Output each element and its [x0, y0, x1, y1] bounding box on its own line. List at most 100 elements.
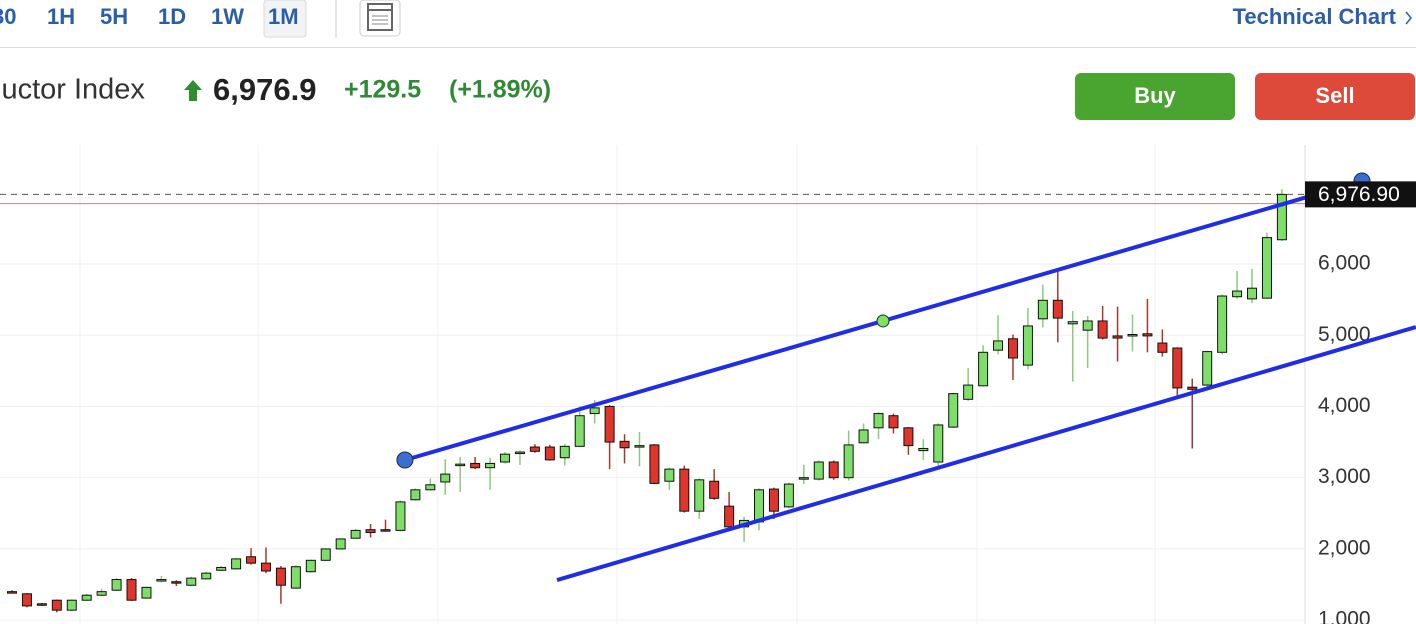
candle-body [619, 440, 630, 449]
y-tick-label: 6,000 [1318, 252, 1371, 275]
candle-body [320, 548, 331, 561]
candle-body [1157, 342, 1168, 353]
candle-body [305, 559, 316, 573]
candle-body [529, 446, 540, 452]
candle-body [275, 567, 286, 586]
candle-body [126, 579, 137, 601]
candle-body [246, 556, 257, 564]
candle-body [559, 445, 570, 459]
candle-body [1232, 290, 1243, 298]
candle-body [813, 461, 824, 480]
candle-body [440, 473, 451, 483]
candle-body [111, 579, 122, 591]
interval-button[interactable]: 30 [0, 4, 16, 29]
sell-label[interactable]: Sell [1315, 83, 1354, 108]
candle-body [828, 461, 839, 479]
candle-body [574, 415, 585, 447]
candle-body [36, 603, 47, 606]
candle-body [754, 489, 764, 523]
candle-body [51, 599, 62, 611]
chart-area: 1,000 2,000 3,000 4,000 5,000 6,000 6,976.90 [0, 145, 1416, 624]
candle-body [1097, 320, 1108, 339]
candle-body [156, 579, 167, 582]
candle-body [993, 340, 1004, 351]
candle-body [1112, 335, 1123, 339]
interval-button[interactable]: 1M [268, 4, 299, 29]
y-tick-label: 3,000 [1318, 465, 1371, 488]
candle-body [1187, 386, 1198, 390]
candle-body [858, 429, 869, 444]
candle-body [21, 593, 32, 607]
layout-icon[interactable] [359, 0, 401, 37]
candle-body [365, 529, 376, 534]
candle-body [649, 444, 660, 484]
candle-body [81, 594, 92, 601]
interval-button[interactable]: 1D [158, 4, 186, 29]
candle-body [171, 581, 182, 584]
candle-body [380, 529, 391, 532]
y-tick-label: 2,000 [1318, 536, 1371, 559]
buy-button[interactable] [1075, 73, 1235, 120]
candle-body [1202, 351, 1213, 386]
trend-handle[interactable] [396, 451, 414, 469]
candle-body [918, 447, 929, 452]
candle-body [1127, 333, 1138, 337]
interval-button[interactable]: 1W [211, 4, 244, 29]
candle-body [724, 505, 735, 528]
candle-body [694, 479, 705, 512]
interval-button[interactable]: 5H [100, 4, 128, 29]
instrument-name: luctor Index [0, 74, 145, 106]
candle-body [1037, 299, 1048, 320]
last-price-box [1305, 181, 1416, 208]
candle-body [500, 453, 511, 463]
candle-body [141, 586, 152, 599]
candle-body [7, 591, 17, 594]
technical-chart-link[interactable]: Technical Chart [1233, 4, 1397, 29]
selected-interval [263, 0, 307, 38]
candle-body [231, 558, 242, 570]
candle-body [933, 424, 944, 463]
candle-body [948, 393, 959, 428]
interval-button[interactable]: 1H [47, 4, 75, 29]
candle-body [1247, 287, 1258, 300]
change-pct: (+1.89%) [449, 76, 551, 104]
candle-body [425, 484, 436, 491]
y-tick-label: 5,000 [1318, 323, 1371, 346]
candle-body [1052, 299, 1063, 319]
candle-body [1217, 295, 1228, 353]
trend-line[interactable] [556, 325, 1416, 582]
chevron [1405, 11, 1412, 25]
candle-body [978, 351, 989, 387]
trend-handle[interactable] [876, 314, 890, 328]
y-tick-label: 4,000 [1318, 394, 1371, 417]
candle-body [455, 463, 466, 467]
candle-body [768, 488, 779, 512]
candle-body [410, 489, 421, 501]
candle-body [514, 451, 525, 455]
candle-body [634, 445, 645, 448]
candle-body [395, 501, 406, 531]
sell-button[interactable] [1255, 73, 1415, 120]
candle-body [1276, 193, 1287, 241]
y-tick-label: 1,000 [1318, 608, 1371, 624]
candle-body [664, 468, 675, 482]
candle-body [1142, 333, 1153, 337]
candle-body [709, 480, 720, 499]
candle-body [1007, 338, 1018, 359]
candle-body [873, 413, 884, 429]
candle-body [470, 462, 481, 469]
candle-body [485, 462, 496, 469]
buy-label[interactable]: Buy [1134, 83, 1176, 108]
candle-body [66, 599, 77, 611]
candle-body [216, 566, 227, 571]
last-price-label: 6,976.90 [1318, 183, 1400, 206]
candle-body [798, 477, 809, 480]
candle-body [335, 538, 346, 550]
change: +129.5 [344, 76, 421, 104]
candle-body [963, 384, 974, 400]
candle-body [1022, 325, 1033, 366]
candle-body [1261, 237, 1272, 299]
price: 6,976.9 [213, 72, 316, 107]
